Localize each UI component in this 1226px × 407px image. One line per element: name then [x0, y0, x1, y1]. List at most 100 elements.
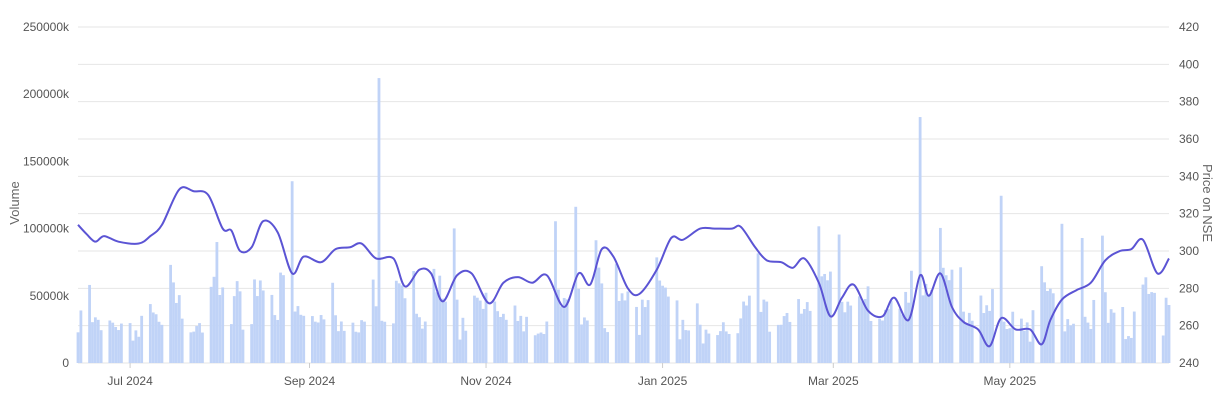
- volume-bar: [148, 304, 152, 363]
- volume-bar: [1066, 319, 1070, 363]
- volume-bar: [392, 323, 395, 363]
- volume-bar: [516, 320, 520, 363]
- volume-bar: [756, 253, 760, 363]
- volume-bar: [502, 313, 505, 363]
- volume-bar: [745, 305, 748, 363]
- volume-bar: [988, 310, 991, 363]
- volume-bar: [128, 323, 132, 363]
- volume-bar: [360, 320, 364, 363]
- volume-bar: [311, 316, 314, 363]
- right-tick-label: 340: [1179, 169, 1199, 183]
- volume-bar: [273, 315, 277, 363]
- volume-bar: [415, 313, 418, 363]
- volume-bar: [620, 293, 624, 363]
- volume-bar: [201, 332, 204, 363]
- volume-bar: [302, 315, 306, 363]
- volume-bar: [849, 305, 853, 363]
- volume-bar: [985, 305, 989, 363]
- volume-bar: [137, 336, 141, 363]
- volume-bar: [1121, 306, 1125, 363]
- volume-bar: [412, 271, 416, 363]
- volume-bar: [394, 280, 398, 363]
- volume-bar: [354, 331, 358, 363]
- volume-bar: [212, 276, 216, 363]
- volume-bar: [215, 242, 219, 363]
- x-tick-label: Mar 2025: [808, 374, 859, 388]
- volume-bar: [418, 317, 421, 363]
- volume-bar: [111, 322, 115, 363]
- left-tick-label: 150000k: [23, 154, 70, 168]
- volume-bar: [154, 314, 158, 363]
- volume-bar: [840, 301, 844, 363]
- volume-bar: [374, 306, 378, 363]
- volume-bar: [727, 333, 731, 363]
- volume-bar: [1127, 336, 1130, 363]
- volume-bar: [1005, 329, 1009, 363]
- volume-bar: [151, 312, 155, 363]
- volume-bar: [826, 280, 829, 363]
- volume-bar: [108, 320, 112, 363]
- volume-bar: [962, 311, 965, 363]
- volume-bar: [299, 314, 303, 363]
- volume-bar: [296, 306, 300, 363]
- volume-bar: [400, 285, 404, 363]
- volume-bar: [1109, 309, 1113, 363]
- volume-bar: [759, 311, 763, 363]
- volume-bar: [493, 301, 497, 363]
- volume-bar: [169, 264, 173, 363]
- volume-bar: [785, 312, 789, 363]
- volume-bar: [455, 299, 459, 363]
- volume-bar: [1167, 305, 1171, 363]
- volume-bar: [675, 300, 679, 363]
- volume-bar: [562, 297, 566, 363]
- volume-bar: [765, 301, 769, 363]
- volume-bar: [432, 268, 436, 363]
- volume-bar: [1089, 328, 1093, 363]
- volume-bar: [177, 295, 181, 363]
- volume-bar: [681, 319, 685, 363]
- volume-bar: [91, 322, 94, 363]
- volume-bar: [747, 295, 751, 363]
- volume-bar: [539, 332, 543, 363]
- volume-bar: [687, 330, 691, 363]
- volume-bar: [979, 295, 983, 363]
- volume-bar: [643, 307, 647, 363]
- volume-bar: [342, 330, 346, 363]
- volume-bar: [522, 331, 526, 363]
- right-tick-label: 360: [1179, 132, 1199, 146]
- volume-bar: [172, 282, 175, 363]
- volume-bar: [464, 330, 468, 363]
- x-tick-label: May 2025: [983, 374, 1036, 388]
- volume-bar: [719, 331, 722, 363]
- volume-bar: [603, 328, 607, 363]
- volume-bar: [742, 301, 745, 363]
- volume-bar: [878, 318, 882, 363]
- volume-bar: [640, 299, 644, 363]
- volume-bar: [950, 269, 954, 363]
- volume-bar: [380, 320, 384, 363]
- volume-bar: [701, 343, 705, 363]
- volume-bar: [293, 311, 297, 363]
- volume-bar: [331, 282, 335, 363]
- volume-bar: [536, 333, 540, 363]
- volume-bar: [1150, 292, 1154, 363]
- volume-bar: [927, 294, 931, 363]
- volume-bar: [695, 303, 699, 363]
- volume-bar: [1124, 339, 1127, 363]
- right-axis-ticks: 240 260 280 300 320 340 360 380 400 420: [1179, 20, 1199, 370]
- volume-bar: [646, 300, 650, 363]
- volume-bar: [736, 333, 740, 363]
- x-tick-label: Jul 2024: [107, 374, 153, 388]
- volume-bar: [580, 324, 583, 363]
- volume-bar: [967, 312, 971, 363]
- volume-bar: [383, 321, 387, 363]
- volume-bar: [1020, 318, 1023, 363]
- volume-bar: [542, 333, 546, 363]
- volume-bar: [131, 340, 135, 363]
- volume-bar: [666, 296, 670, 363]
- volume-bar: [198, 323, 201, 363]
- volume-bar: [1164, 297, 1168, 363]
- volume-bar: [371, 279, 375, 363]
- volume-bar: [600, 283, 604, 363]
- volume-bar: [886, 309, 890, 363]
